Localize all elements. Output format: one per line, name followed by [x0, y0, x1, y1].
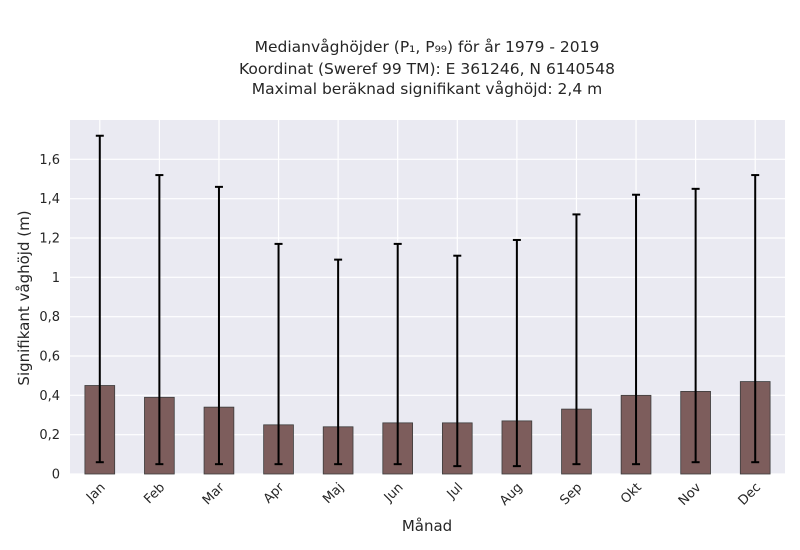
chart-title-line-3: Maximal beräknad signifikant våghöjd: 2,…: [252, 80, 602, 98]
x-tick-label: Maj: [320, 480, 347, 507]
errorbar-okt: [632, 193, 641, 466]
errorbar-nov: [691, 187, 700, 464]
errorbar-mar: [214, 185, 223, 466]
error-bars: [95, 134, 760, 468]
x-tick-label: Nov: [676, 480, 705, 509]
x-axis-ticks: Jan Feb Mar Apr Maj Jun Jul Aug Sep Okt Nov Dec: [83, 480, 764, 509]
errorbar-jan: [95, 134, 104, 464]
errorbar-maj: [334, 258, 343, 466]
y-tick-label: 1,4: [39, 192, 60, 207]
errorbar-jun: [393, 242, 402, 466]
x-tick-label: Dec: [736, 480, 764, 508]
x-tick-label: Mar: [200, 480, 228, 508]
errorbar-aug: [512, 238, 521, 468]
errorbar-feb: [155, 174, 164, 466]
x-tick-label: Feb: [141, 480, 168, 507]
chart-title-line-2: Koordinat (Sweref 99 TM): E 361246, N 61…: [239, 60, 615, 78]
y-tick-label: 0,2: [39, 428, 60, 443]
errorbar-apr: [274, 242, 283, 466]
x-tick-label: Okt: [618, 480, 645, 507]
y-tick-label: 1,6: [39, 153, 60, 168]
x-tick-label: Jan: [83, 480, 108, 505]
y-axis-ticks: 0 0,2 0,4 0,6 0,8 1 1,2 1,4 1,6: [39, 153, 60, 483]
y-tick-label: 1: [52, 271, 60, 286]
x-axis-label: Månad: [402, 517, 452, 535]
plot-area: [70, 120, 785, 474]
errorbar-jul: [453, 254, 462, 468]
errorbar-sep: [572, 213, 581, 466]
chart-title-line-1: Medianvåghöjder (P₁, P₉₉) för år 1979 - …: [255, 38, 600, 56]
y-tick-label: 1,2: [39, 232, 60, 247]
errorbar-dec: [751, 174, 760, 464]
y-axis-label: Signifikant våghöjd (m): [15, 210, 33, 385]
y-tick-label: 0,6: [39, 350, 60, 365]
x-tick-label: Jun: [381, 480, 407, 506]
x-tick-label: Jul: [444, 480, 466, 502]
x-tick-label: Apr: [261, 480, 288, 507]
y-tick-label: 0: [52, 468, 60, 483]
x-tick-label: Aug: [497, 480, 526, 509]
y-tick-label: 0,4: [39, 389, 60, 404]
x-tick-label: Sep: [557, 480, 585, 508]
y-tick-label: 0,8: [39, 310, 60, 325]
chart-title: Medianvåghöjder (P₁, P₉₉) för år 1979 - …: [239, 38, 615, 98]
